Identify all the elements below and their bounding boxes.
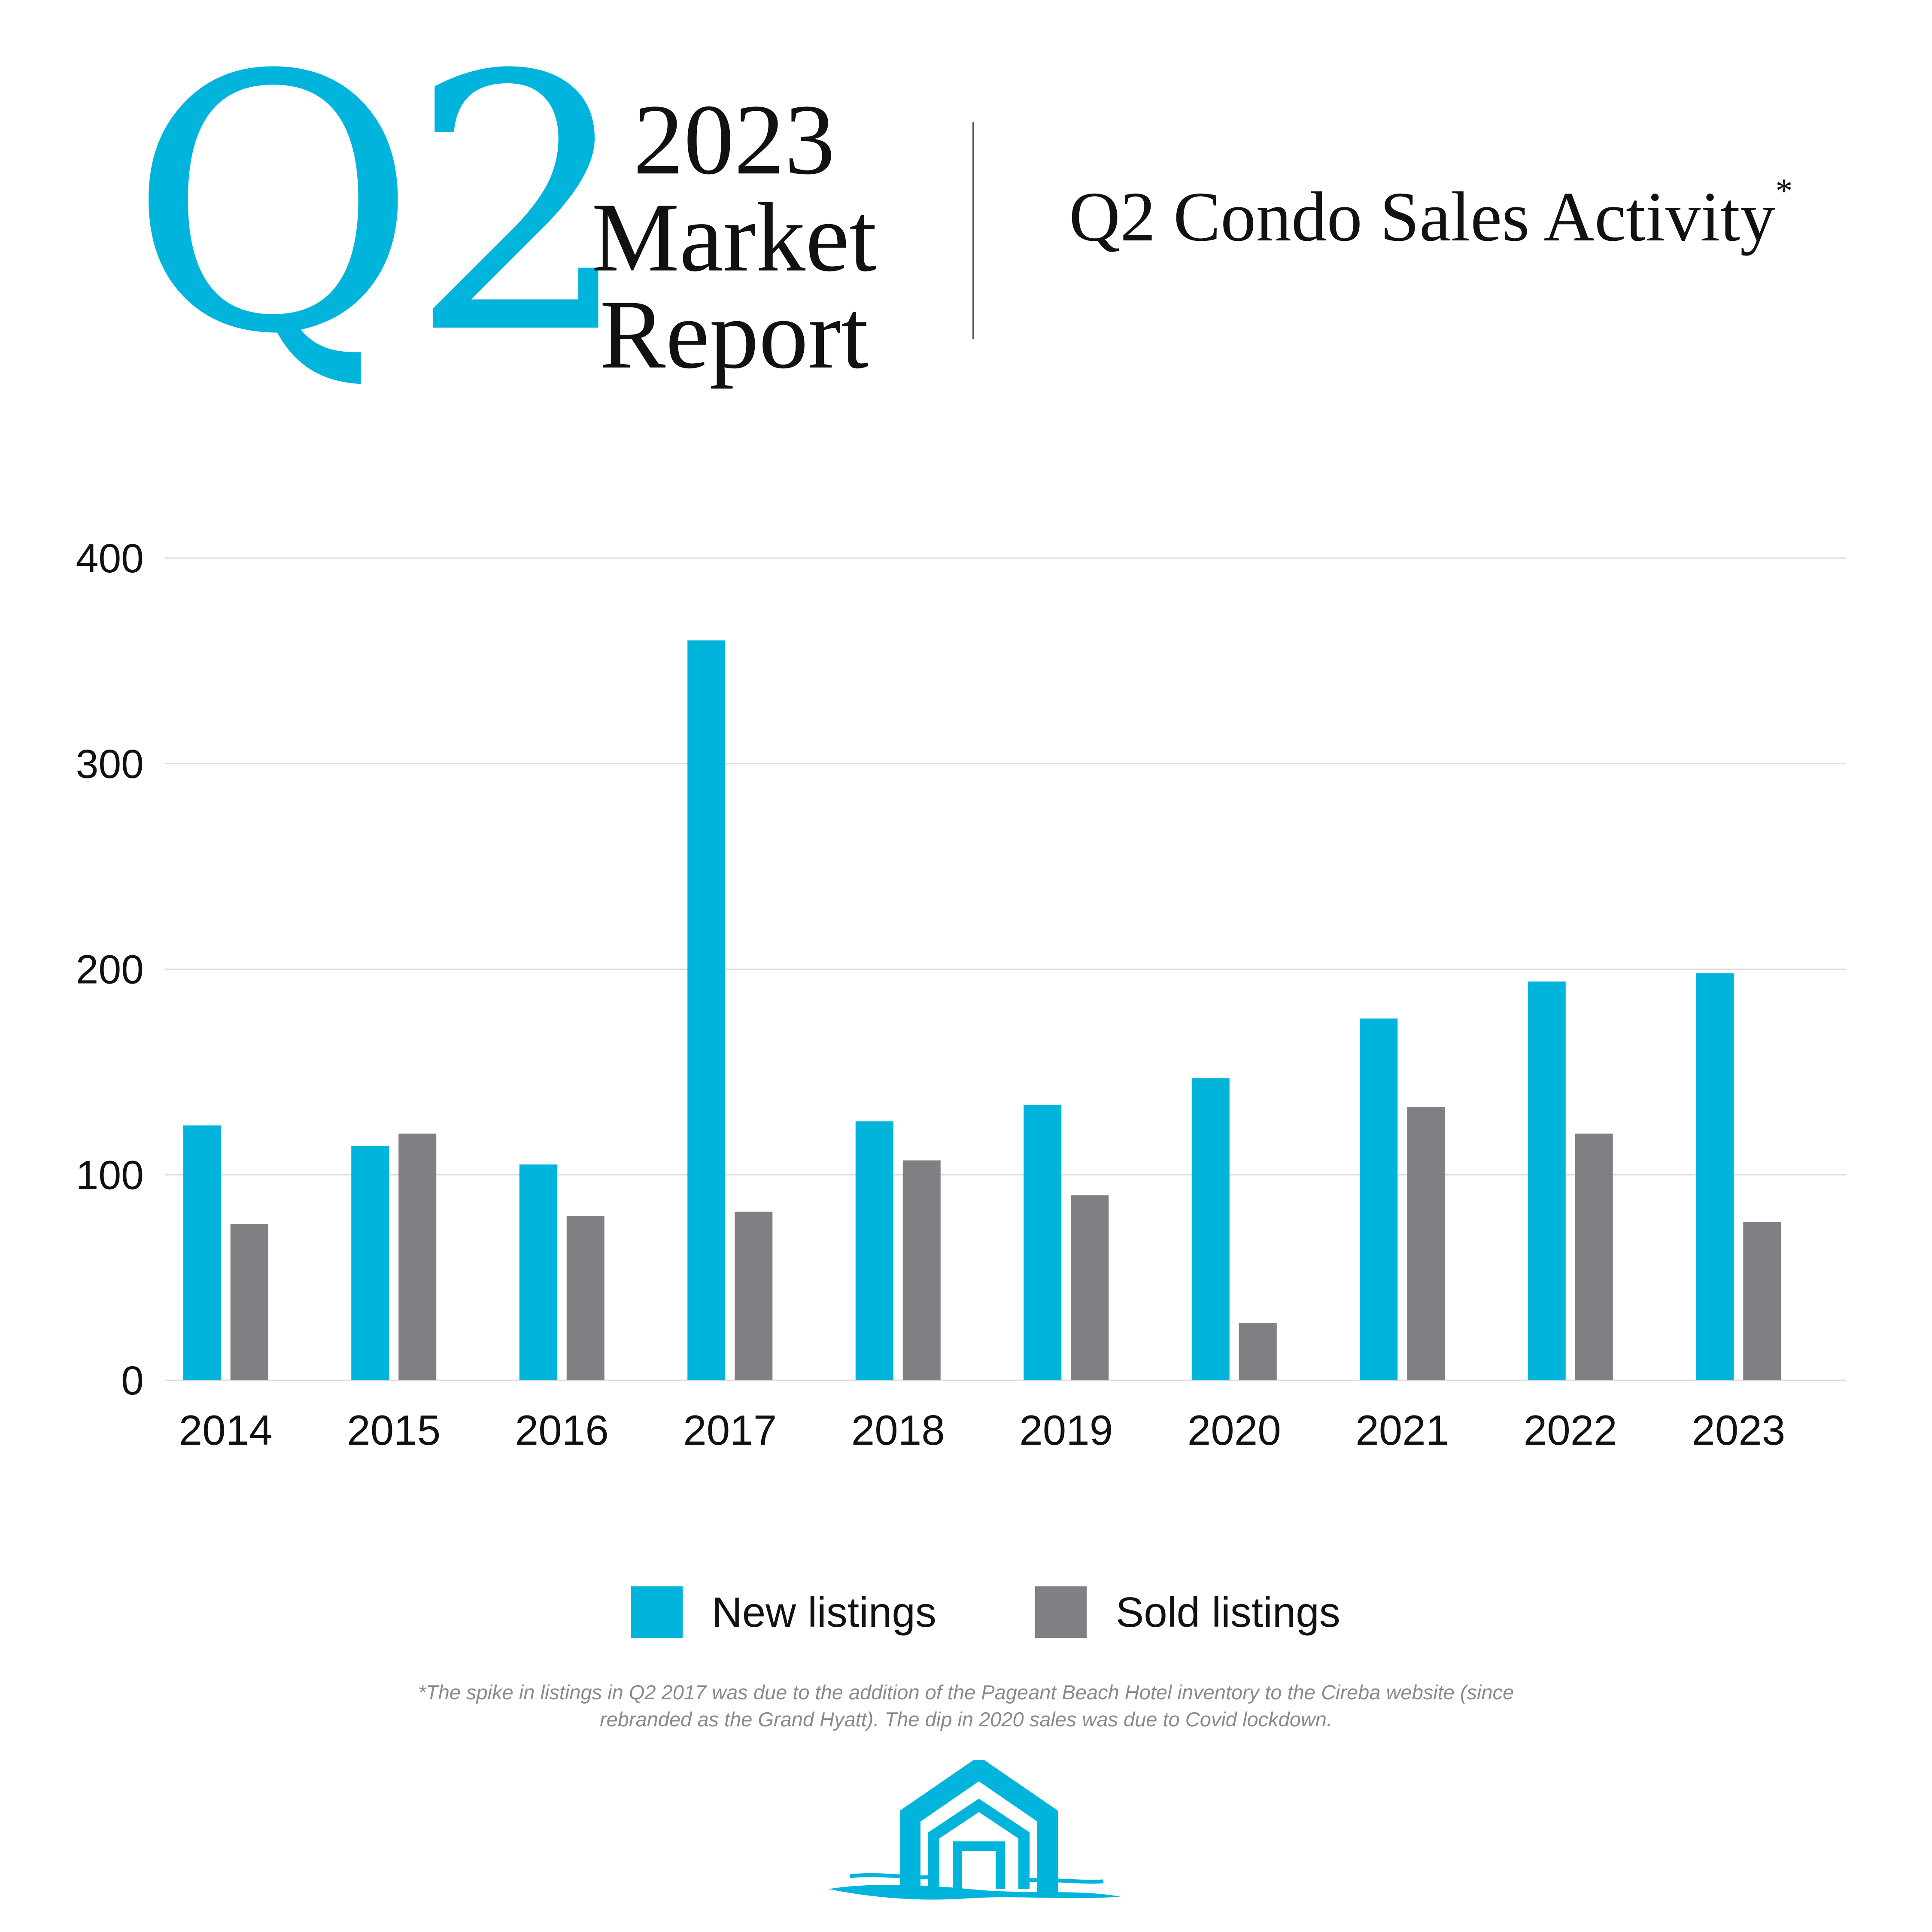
bar-sold-listings	[398, 1133, 437, 1380]
bar-new-listings	[1024, 1105, 1062, 1380]
bar-sold-listings	[902, 1160, 941, 1380]
bar-new-listings	[351, 1146, 389, 1380]
x-tick-label: 2021	[1355, 1406, 1449, 1454]
y-tick-label: 100	[76, 1152, 144, 1198]
x-tick-label: 2018	[851, 1406, 945, 1454]
y-tick-label: 200	[76, 947, 144, 993]
report-title: 2023 Market Report	[571, 84, 897, 389]
bar-new-listings	[1191, 1078, 1230, 1380]
bar-sold-listings	[1407, 1107, 1445, 1380]
quarter-mark: Q2	[129, 1, 633, 411]
x-tick-label: 2017	[683, 1406, 777, 1454]
x-tick-label: 2016	[515, 1406, 609, 1454]
report-title-line-2: Report	[600, 279, 869, 389]
legend-label-sold-listings: Sold listings	[1115, 1588, 1340, 1636]
legend-swatch-new-listings	[631, 1586, 683, 1638]
report-title-line-1: Market	[591, 182, 877, 292]
y-tick-label: 400	[76, 536, 144, 581]
bar-new-listings	[855, 1121, 893, 1380]
bar-sold-listings	[1071, 1195, 1109, 1380]
x-tick-label: 2019	[1019, 1406, 1113, 1454]
legend-swatch-sold-listings	[1035, 1586, 1087, 1638]
bar-new-listings	[1360, 1018, 1398, 1380]
legend-item-sold-listings: Sold listings	[1035, 1586, 1340, 1638]
house-brushstroke-logo-icon	[829, 1760, 1121, 1900]
bar-sold-listings	[566, 1216, 605, 1380]
x-tick-label: 2020	[1188, 1406, 1281, 1454]
bar-sold-listings	[1575, 1133, 1613, 1380]
bar-sold-listings	[230, 1224, 268, 1380]
bar-new-listings	[183, 1125, 221, 1380]
header-divider	[972, 122, 974, 339]
chart-footnote: *The spike in listings in Q2 2017 was du…	[418, 1681, 1514, 1731]
legend-label-new-listings: New listings	[712, 1588, 936, 1636]
chart-title-text: Q2 Condo Sales Activity	[1069, 177, 1776, 256]
bar-new-listings	[1696, 973, 1734, 1380]
bar-sold-listings	[1239, 1322, 1277, 1380]
report-header: Q2 2023 Market Report Q2 Condo Sales Act…	[0, 0, 1932, 429]
x-tick-label: 2023	[1692, 1406, 1785, 1454]
chart-title: Q2 Condo Sales Activity*	[1069, 172, 1792, 258]
x-tick-label: 2015	[347, 1406, 440, 1454]
y-tick-label: 300	[76, 741, 144, 787]
bar-sold-listings	[1743, 1222, 1781, 1380]
legend-item-new-listings: New listings	[631, 1586, 936, 1638]
bar-new-listings	[687, 640, 726, 1380]
x-tick-label: 2022	[1524, 1406, 1617, 1454]
bar-new-listings	[519, 1164, 557, 1380]
chart-title-footnote-marker: *	[1775, 172, 1793, 210]
y-tick-label: 0	[121, 1358, 144, 1403]
x-tick-label: 2014	[179, 1406, 273, 1454]
bar-sold-listings	[735, 1212, 773, 1380]
chart-legend: New listings Sold listings	[631, 1584, 1439, 1640]
report-year: 2023	[633, 84, 835, 195]
bar-new-listings	[1528, 981, 1566, 1380]
